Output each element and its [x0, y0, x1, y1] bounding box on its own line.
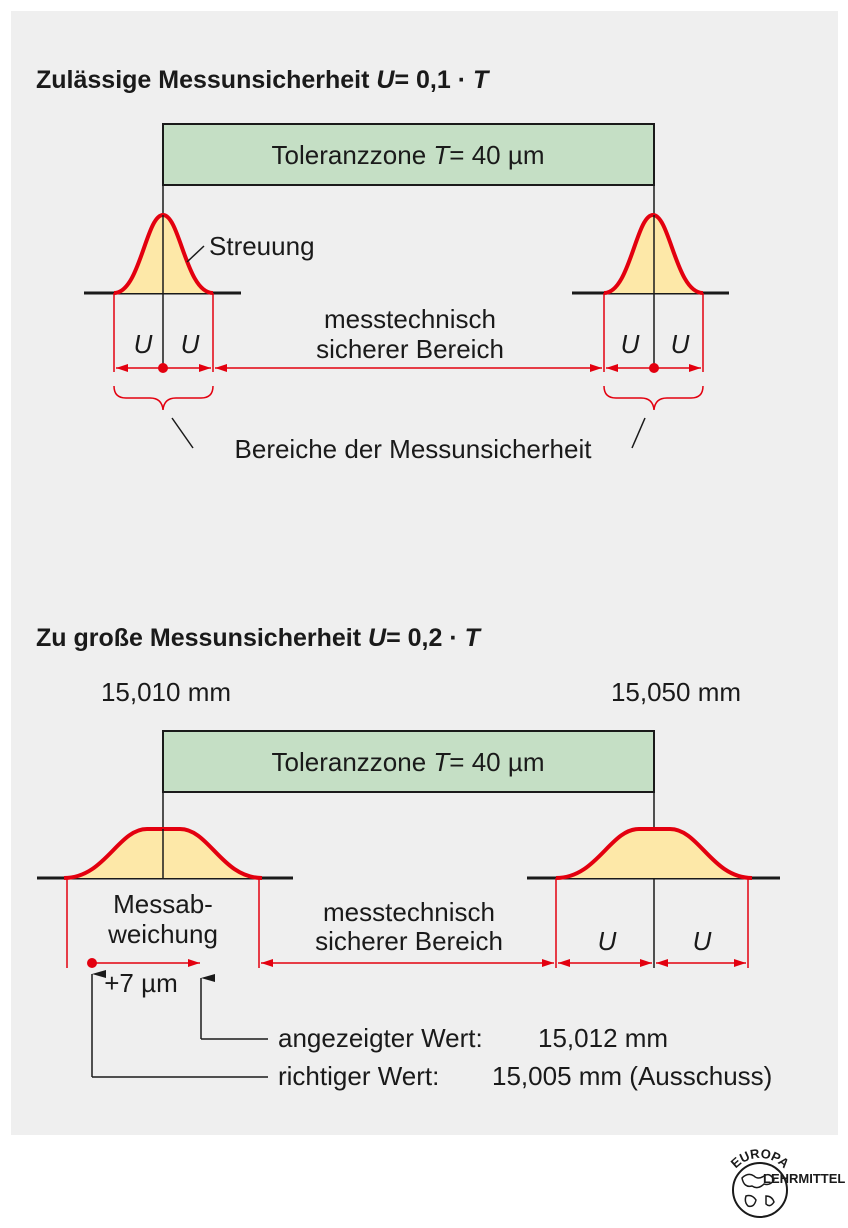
logo-lehrmittel-text: LEHRMITTEL	[763, 1171, 845, 1186]
globe-continents	[741, 1173, 775, 1208]
deviation-value: +7 µm	[104, 968, 178, 998]
safe-range-label-3: messtechnisch	[323, 897, 495, 927]
brace-right	[603, 385, 704, 411]
u-label-6: U	[693, 926, 712, 956]
uncertainty-label: Bereiche der Messunsicherheit	[235, 434, 593, 464]
u-label-3: U	[621, 329, 640, 359]
tolerance-zone-label-2: Toleranzzone T= 40 µm	[272, 747, 545, 777]
distribution-curve-right-2	[555, 827, 753, 880]
streuung-leader	[186, 245, 205, 263]
europa-lehrmittel-logo: EUROPA LEHRMITTEL	[728, 1146, 845, 1218]
tolerance-zone-box	[162, 123, 655, 186]
u-label-5: U	[598, 926, 617, 956]
safe-range-label-4: sicherer Bereich	[315, 926, 503, 956]
lower-limit-value: 15,010 mm	[101, 677, 231, 707]
brace-left	[113, 385, 214, 411]
tolerance-zone-label: Toleranzzone T= 40 µm	[272, 140, 545, 170]
true-value: 15,005 mm (Ausschuss)	[492, 1061, 772, 1091]
deviation-label-2: weichung	[107, 919, 218, 949]
diagram-panel	[11, 11, 838, 1135]
u-label-2: U	[181, 329, 200, 359]
u-label-1: U	[134, 329, 153, 359]
uncertainty-leader-left	[171, 417, 194, 449]
indicated-value-label: angezeigter Wert:	[278, 1023, 483, 1053]
tolerance-zone-box-2	[162, 730, 655, 793]
u-label-4: U	[671, 329, 690, 359]
upper-limit-value: 15,050 mm	[611, 677, 741, 707]
center-dot-left	[158, 363, 168, 373]
streuung-label: Streuung	[209, 231, 315, 261]
safe-range-label-1: messtechnisch	[324, 304, 496, 334]
distribution-fill-right-2	[556, 829, 752, 878]
section1-title: Zulässige Messunsicherheit U= 0,1 · T	[36, 66, 491, 94]
safe-range-label-2: sicherer Bereich	[316, 334, 504, 364]
true-value-dot	[87, 958, 97, 968]
uncertainty-leader-right	[631, 417, 646, 449]
true-value-label: richtiger Wert:	[278, 1061, 439, 1091]
center-dot-right	[649, 363, 659, 373]
section2-title: Zu große Messunsicherheit U= 0,2 · T	[36, 624, 483, 652]
deviation-label-1: Messab-	[113, 889, 213, 919]
distribution-curve-right	[603, 212, 704, 295]
indicated-value: 15,012 mm	[538, 1023, 668, 1053]
